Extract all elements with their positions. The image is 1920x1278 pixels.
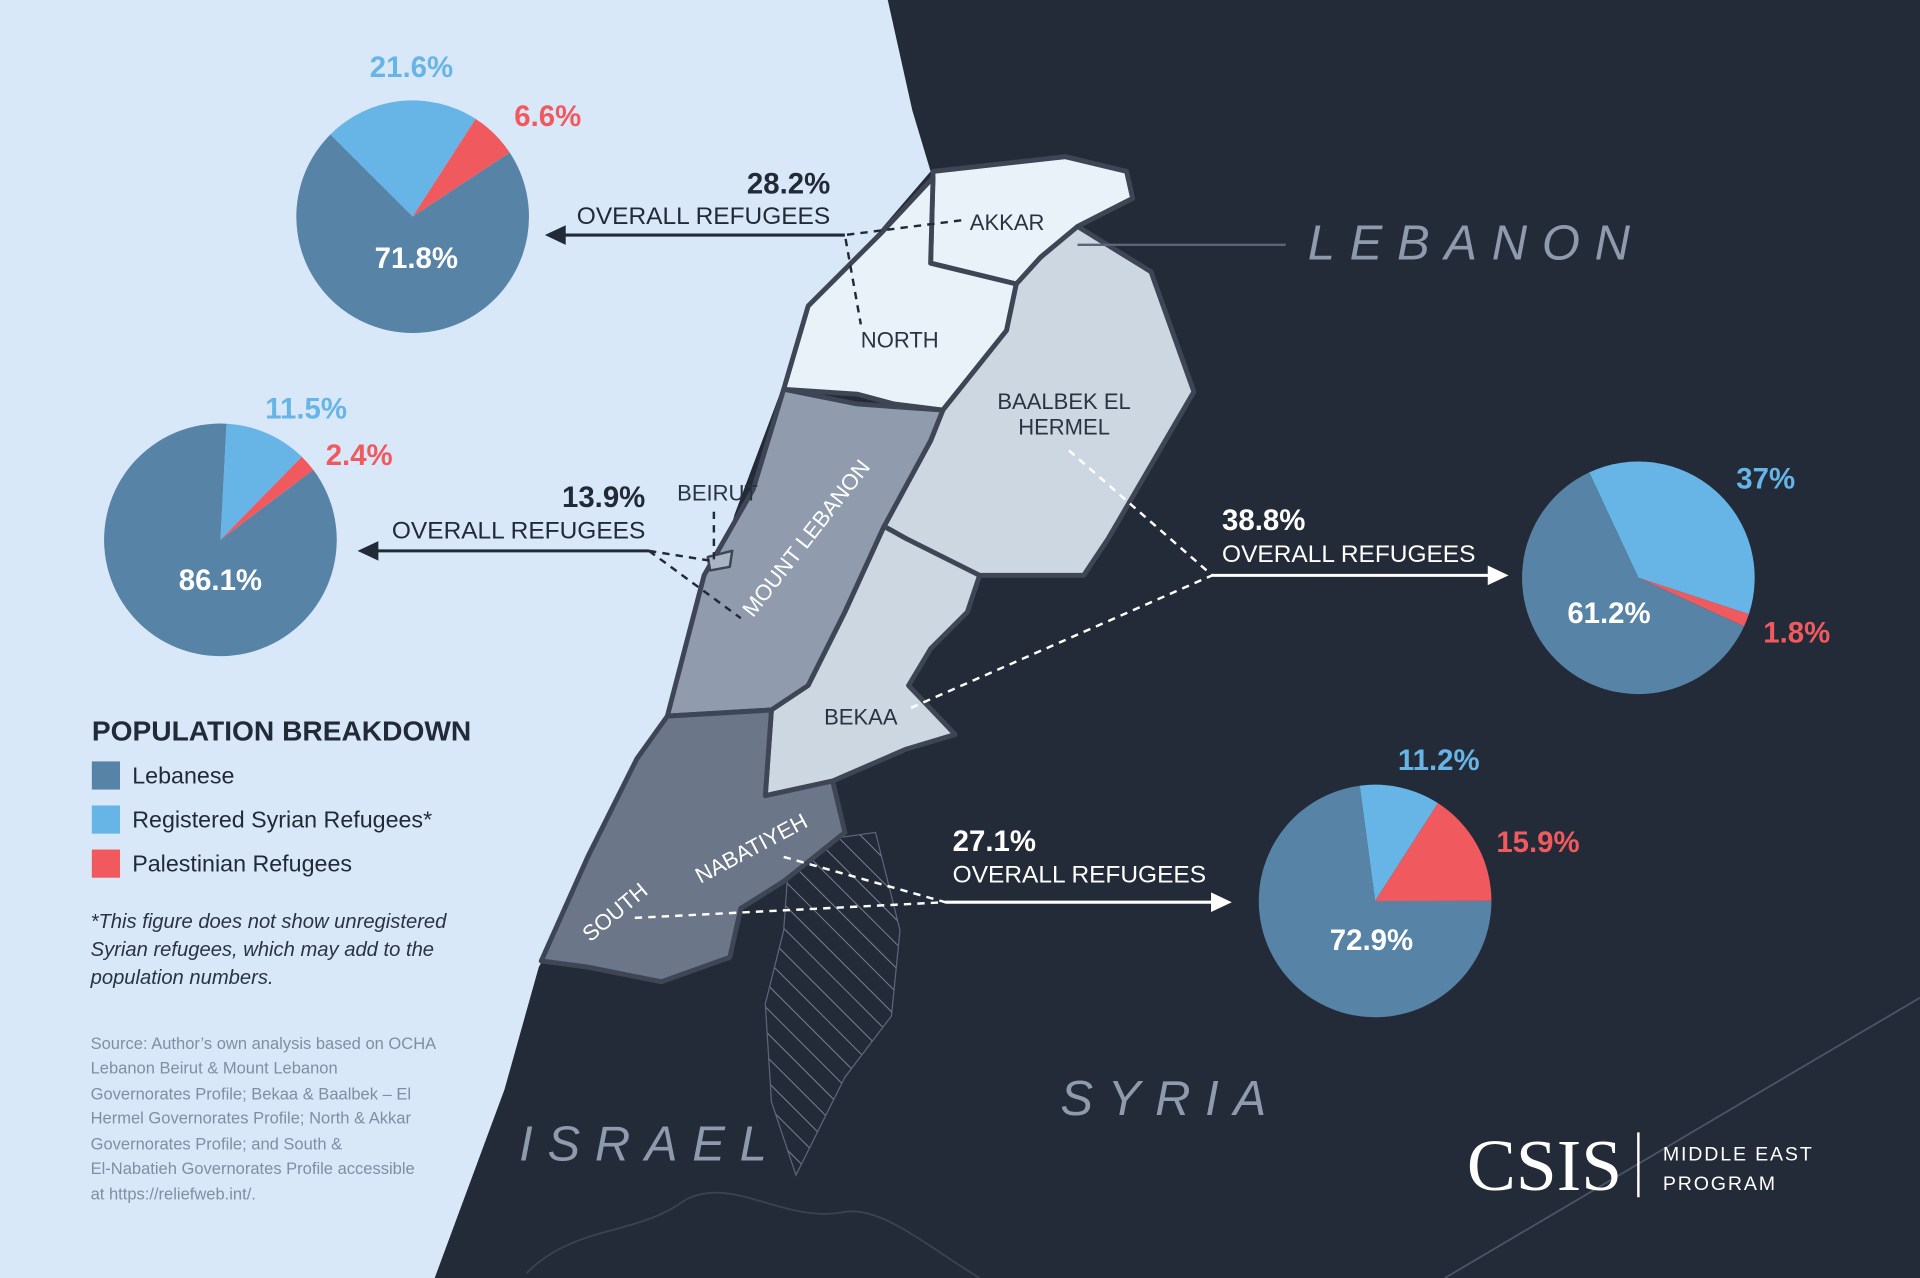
pie-charts — [104, 100, 1755, 1018]
logo-program: MIDDLE EAST — [1663, 1143, 1814, 1165]
pie-label-lebanese: 72.9% — [1330, 924, 1413, 957]
legend-swatch-syrian — [91, 805, 120, 834]
source-note: Source: Author’s own analysis based on O… — [91, 1034, 437, 1204]
pie-slice-palestinian — [1375, 803, 1492, 901]
pie-label-palestinian: 1.8% — [1763, 617, 1830, 650]
border-line — [1444, 996, 1920, 1278]
country-label-israel: ISRAEL — [519, 1117, 781, 1171]
footnote: *This figure does not show unregistered … — [90, 911, 448, 989]
source-line: Governorates Profile; Bekaa & Baalbek – … — [91, 1084, 411, 1103]
pie-label-lebanese: 86.1% — [179, 564, 262, 597]
border-line — [525, 1191, 981, 1278]
legend-item: Lebanese — [132, 762, 234, 788]
source-line: Governorates Profile; and South & — [91, 1134, 343, 1153]
callout-label-south: OVERALL REFUGEES — [953, 862, 1206, 889]
pie-slice-palestinian — [220, 456, 314, 540]
region-label-north: NORTH — [861, 328, 939, 353]
region-bekaa[interactable] — [762, 523, 983, 799]
pie-slice-syrian — [330, 100, 476, 217]
source-line: at https://reliefweb.int/. — [91, 1185, 256, 1204]
callout-pct-south: 27.1% — [953, 825, 1036, 858]
source-line: Lebanon Beirut & Mount Lebanon — [91, 1059, 338, 1078]
region-south-nabatiyeh[interactable] — [538, 707, 848, 985]
pie-label-syrian: 21.6% — [370, 51, 453, 84]
pie-label-lebanese: 61.2% — [1567, 597, 1650, 630]
footnote-line: *This figure does not show unregistered — [91, 911, 448, 933]
source-line: El-Nabatieh Governorates Profile accessi… — [91, 1159, 415, 1178]
pie-slice-lebanese — [104, 423, 337, 657]
callout-pct-north: 28.2% — [747, 167, 830, 200]
pie-label-palestinian: 15.9% — [1496, 826, 1579, 859]
pie-label-lebanese: 71.8% — [375, 242, 458, 275]
region-label-hermel: HERMEL — [1018, 415, 1110, 440]
sea — [0, 0, 931, 1278]
pie-slice-palestinian — [412, 118, 510, 217]
arrows — [357, 225, 1509, 912]
country-label-syria: SYRIA — [1060, 1072, 1280, 1126]
pie-slice-lebanese — [1258, 785, 1492, 1018]
callout-pct-mount-lebanon: 13.9% — [562, 481, 645, 514]
legend: POPULATION BREAKDOWN Lebanese Registered… — [91, 716, 471, 878]
callout-label-mount-lebanon: OVERALL REFUGEES — [392, 518, 645, 545]
csis-logo: CSIS MIDDLE EAST PROGRAM — [1467, 1125, 1814, 1206]
footnote-line: population numbers. — [90, 967, 274, 989]
legend-swatch-palestinian — [91, 849, 120, 878]
callout-pct-bekaa: 38.8% — [1222, 504, 1305, 537]
callout-label-bekaa: OVERALL REFUGEES — [1222, 541, 1475, 568]
region-label-akkar: AKKAR — [970, 210, 1045, 235]
pie-slice-lebanese — [1522, 472, 1745, 695]
region-north[interactable] — [781, 175, 1019, 413]
legend-item: Registered Syrian Refugees* — [132, 807, 432, 833]
pie-slice-syrian — [1589, 461, 1755, 615]
pie-label-palestinian: 2.4% — [326, 439, 393, 472]
country-label-lebanon: LEBANON — [1308, 217, 1645, 271]
pie-label-palestinian: 6.6% — [514, 100, 581, 133]
pie-slice-palestinian — [1638, 577, 1749, 627]
legend-swatch-lebanese — [91, 761, 120, 790]
pie-slice-syrian — [1359, 784, 1438, 901]
logo-program: PROGRAM — [1663, 1173, 1777, 1195]
legend-item: Palestinian Refugees — [132, 851, 352, 877]
callout-label-north: OVERALL REFUGEES — [577, 203, 830, 230]
legend-title: POPULATION BREAKDOWN — [92, 716, 471, 747]
logo-csis: CSIS — [1467, 1125, 1622, 1206]
disputed-area — [764, 831, 901, 1177]
pie-label-syrian: 11.2% — [1398, 744, 1480, 777]
footnote-line: Syrian refugees, which may add to the — [91, 939, 434, 961]
pie-slice-syrian — [220, 423, 302, 540]
region-label-baalbek: BAALBEK EL — [997, 389, 1130, 414]
pie-label-syrian: 37% — [1736, 462, 1795, 495]
region-label-bekaa: BEKAA — [824, 705, 898, 730]
pie-label-syrian: 11.5% — [265, 393, 347, 426]
pie-slice-lebanese — [296, 134, 529, 333]
source-line: Hermel Governorates Profile; North & Akk… — [91, 1109, 412, 1128]
source-line: Source: Author’s own analysis based on O… — [91, 1034, 437, 1053]
region-label-beirut: BEIRUT — [677, 481, 758, 506]
